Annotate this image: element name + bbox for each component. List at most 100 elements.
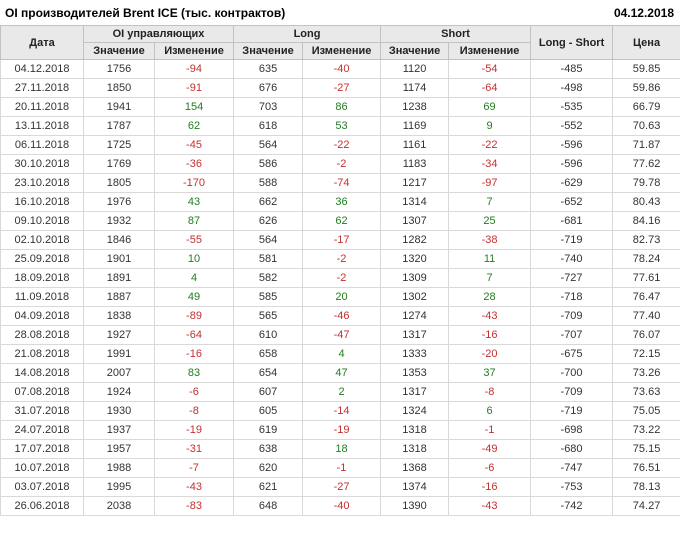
date-cell: 10.07.2018 — [0, 458, 84, 478]
date-cell: 24.07.2018 — [0, 420, 84, 440]
long-short-cell: -719 — [530, 401, 614, 421]
oi-change-cell: -16 — [153, 344, 235, 364]
long-value-cell: 564 — [233, 135, 304, 155]
oi-change-cell: 10 — [153, 249, 235, 269]
short-value-cell: 1307 — [380, 211, 450, 231]
short-value-cell: 1368 — [380, 458, 450, 478]
oi-change-cell: -91 — [153, 78, 235, 98]
short-value-cell: 1274 — [380, 306, 450, 326]
long-change-cell: 47 — [302, 363, 382, 383]
oi-change-cell: -83 — [153, 496, 235, 516]
oi-value-cell: 1927 — [83, 325, 155, 345]
price-cell: 59.85 — [612, 59, 680, 79]
long-short-cell: -719 — [530, 230, 614, 250]
short-value-cell: 1320 — [380, 249, 450, 269]
short-value-cell: 1390 — [380, 496, 450, 516]
oi-value-cell: 2038 — [83, 496, 155, 516]
table-row: 11.09.2018 1887 49 585 20 1302 28 -718 76.47 — [0, 287, 680, 307]
table-row: 09.10.2018 1932 87 626 62 1307 25 -681 84.16 — [0, 211, 680, 231]
oi-value-cell: 1725 — [83, 135, 155, 155]
short-change-cell: -43 — [448, 306, 532, 326]
long-short-cell: -675 — [530, 344, 614, 364]
price-cell: 75.15 — [612, 439, 680, 459]
oi-change-cell: 154 — [153, 97, 235, 117]
table-row: 17.07.2018 1957 -31 638 18 1318 -49 -680 75.15 — [0, 439, 680, 459]
oi-value-cell: 1924 — [83, 382, 155, 402]
short-change-cell: 9 — [448, 116, 532, 136]
table-row: 03.07.2018 1995 -43 621 -27 1374 -16 -753 78.13 — [0, 477, 680, 497]
price-cell: 75.05 — [612, 401, 680, 421]
long-value-cell: 607 — [233, 382, 304, 402]
col-header-oi-change: Изменение — [153, 42, 235, 60]
oi-value-cell: 1957 — [83, 439, 155, 459]
col-header-date: Дата — [0, 25, 84, 60]
col-header-long-change: Изменение — [302, 42, 382, 60]
short-value-cell: 1353 — [380, 363, 450, 383]
long-change-cell: 4 — [302, 344, 382, 364]
long-change-cell: 62 — [302, 211, 382, 231]
col-header-short-value: Значение — [380, 42, 450, 60]
long-change-cell: -27 — [302, 477, 382, 497]
long-value-cell: 638 — [233, 439, 304, 459]
date-cell: 23.10.2018 — [0, 173, 84, 193]
date-cell: 27.11.2018 — [0, 78, 84, 98]
table-header: Дата OI управляющих Long Short Long - Sh… — [0, 25, 680, 60]
date-cell: 26.06.2018 — [0, 496, 84, 516]
price-cell: 73.26 — [612, 363, 680, 383]
date-cell: 31.07.2018 — [0, 401, 84, 421]
short-change-cell: -97 — [448, 173, 532, 193]
short-change-cell: -1 — [448, 420, 532, 440]
col-header-short-change: Изменение — [448, 42, 532, 60]
table-row: 14.08.2018 2007 83 654 47 1353 37 -700 73.26 — [0, 363, 680, 383]
oi-change-cell: -19 — [153, 420, 235, 440]
short-change-cell: 7 — [448, 192, 532, 212]
long-change-cell: 18 — [302, 439, 382, 459]
long-short-cell: -652 — [530, 192, 614, 212]
long-value-cell: 585 — [233, 287, 304, 307]
long-change-cell: -2 — [302, 249, 382, 269]
short-value-cell: 1238 — [380, 97, 450, 117]
short-change-cell: -38 — [448, 230, 532, 250]
table-row: 06.11.2018 1725 -45 564 -22 1161 -22 -596 71.87 — [0, 135, 680, 155]
long-change-cell: -40 — [302, 496, 382, 516]
long-change-cell: 53 — [302, 116, 382, 136]
long-short-cell: -747 — [530, 458, 614, 478]
short-change-cell: -16 — [448, 477, 532, 497]
long-short-cell: -709 — [530, 382, 614, 402]
long-short-cell: -753 — [530, 477, 614, 497]
oi-value-cell: 1805 — [83, 173, 155, 193]
short-value-cell: 1174 — [380, 78, 450, 98]
price-cell: 80.43 — [612, 192, 680, 212]
oi-value-cell: 1756 — [83, 59, 155, 79]
price-cell: 59.86 — [612, 78, 680, 98]
long-change-cell: -46 — [302, 306, 382, 326]
price-cell: 77.40 — [612, 306, 680, 326]
oi-value-cell: 1991 — [83, 344, 155, 364]
short-change-cell: -22 — [448, 135, 532, 155]
short-change-cell: 28 — [448, 287, 532, 307]
long-short-cell: -596 — [530, 154, 614, 174]
price-cell: 78.13 — [612, 477, 680, 497]
date-cell: 16.10.2018 — [0, 192, 84, 212]
long-value-cell: 626 — [233, 211, 304, 231]
long-short-cell: -742 — [530, 496, 614, 516]
date-cell: 14.08.2018 — [0, 363, 84, 383]
long-value-cell: 582 — [233, 268, 304, 288]
long-value-cell: 621 — [233, 477, 304, 497]
long-short-cell: -700 — [530, 363, 614, 383]
price-cell: 77.61 — [612, 268, 680, 288]
short-value-cell: 1309 — [380, 268, 450, 288]
oi-change-cell: -55 — [153, 230, 235, 250]
long-value-cell: 620 — [233, 458, 304, 478]
long-change-cell: -27 — [302, 78, 382, 98]
date-cell: 18.09.2018 — [0, 268, 84, 288]
long-value-cell: 588 — [233, 173, 304, 193]
oi-value-cell: 1937 — [83, 420, 155, 440]
col-group-short: Short — [380, 25, 532, 43]
short-change-cell: -54 — [448, 59, 532, 79]
long-short-cell: -485 — [530, 59, 614, 79]
short-value-cell: 1161 — [380, 135, 450, 155]
short-value-cell: 1302 — [380, 287, 450, 307]
col-header-long-value: Значение — [233, 42, 304, 60]
table-row: 02.10.2018 1846 -55 564 -17 1282 -38 -719 82.73 — [0, 230, 680, 250]
